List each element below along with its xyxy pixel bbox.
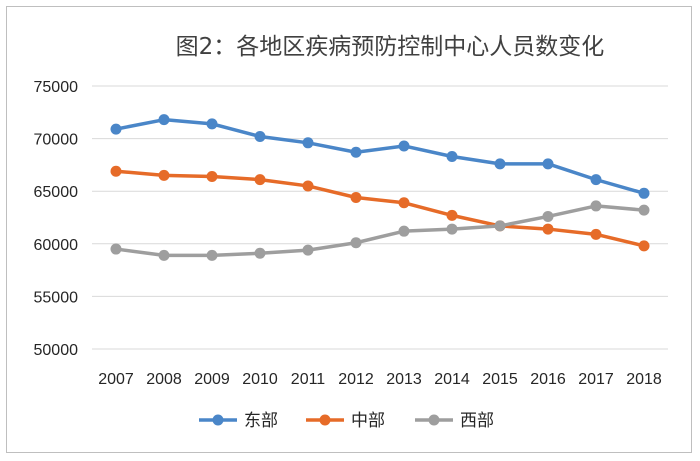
data-point — [638, 204, 650, 216]
data-point — [158, 169, 170, 181]
series-line — [114, 169, 646, 248]
x-tick-label: 2018 — [626, 371, 662, 388]
y-axis-ticks: 75000 70000 65000 60000 55000 50000 — [34, 79, 79, 359]
series-lines — [110, 114, 650, 261]
data-point — [350, 237, 362, 249]
x-tick-label: 2014 — [434, 371, 470, 388]
x-tick-label: 2015 — [482, 371, 518, 388]
data-point — [398, 197, 410, 209]
legend-label: 中部 — [351, 411, 385, 431]
data-point — [446, 209, 458, 221]
x-tick-label: 2012 — [338, 371, 374, 388]
x-axis-ticks: 2007 2008 2009 2010 2011 2012 2013 2014 2015 2016… — [98, 371, 662, 388]
data-point — [254, 174, 266, 186]
data-point — [542, 223, 554, 235]
x-tick-label: 2009 — [194, 371, 230, 388]
data-point — [638, 187, 650, 199]
x-tick-label: 2010 — [242, 371, 278, 388]
x-tick-label: 2016 — [530, 371, 566, 388]
data-point — [206, 170, 218, 182]
legend-label: 东部 — [244, 411, 278, 431]
legend-item: 东部 — [199, 411, 278, 431]
legend-marker — [319, 414, 331, 426]
data-point — [398, 225, 410, 237]
data-point — [110, 165, 122, 177]
chart-title: 图2：各地区疾病预防控制中心人员数变化 — [176, 34, 605, 60]
data-point — [590, 200, 602, 212]
series-1 — [110, 114, 650, 199]
y-tick-label: 60000 — [34, 237, 79, 254]
x-tick-label: 2011 — [291, 371, 326, 388]
data-point — [110, 243, 122, 255]
x-tick-label: 2013 — [386, 371, 422, 388]
series-3 — [110, 200, 650, 261]
gridlines — [92, 85, 668, 350]
data-point — [254, 130, 266, 142]
data-point — [110, 123, 122, 135]
legend-item: 西部 — [415, 411, 494, 431]
data-point — [542, 158, 554, 170]
x-tick-label: 2017 — [578, 371, 614, 388]
y-tick-label: 55000 — [34, 289, 79, 306]
legend-item: 中部 — [306, 411, 385, 431]
data-point — [158, 249, 170, 261]
data-point — [638, 240, 650, 252]
series-2 — [110, 165, 650, 252]
legend-label: 西部 — [460, 411, 494, 431]
data-point — [254, 247, 266, 259]
y-tick-label: 70000 — [34, 132, 79, 149]
y-tick-label: 65000 — [34, 184, 79, 201]
data-point — [350, 192, 362, 204]
data-point — [590, 174, 602, 186]
data-point — [494, 158, 506, 170]
y-tick-label: 75000 — [34, 79, 79, 96]
data-point — [398, 140, 410, 152]
chart-frame — [6, 6, 692, 453]
data-point — [494, 220, 506, 232]
y-tick-label: 50000 — [34, 342, 79, 359]
data-point — [302, 244, 314, 256]
x-tick-label: 2008 — [146, 371, 182, 388]
data-point — [446, 150, 458, 162]
data-point — [158, 114, 170, 126]
data-point — [206, 249, 218, 261]
data-point — [302, 137, 314, 149]
data-point — [302, 180, 314, 192]
data-point — [590, 228, 602, 240]
series-line — [114, 204, 646, 258]
legend-marker — [428, 414, 440, 426]
data-point — [206, 118, 218, 130]
data-point — [542, 210, 554, 222]
legend: 东部 中部 西部 — [199, 411, 494, 431]
series-line — [114, 117, 646, 196]
data-point — [446, 223, 458, 235]
data-point — [350, 146, 362, 158]
x-tick-label: 2007 — [98, 371, 134, 388]
legend-marker — [212, 414, 224, 426]
